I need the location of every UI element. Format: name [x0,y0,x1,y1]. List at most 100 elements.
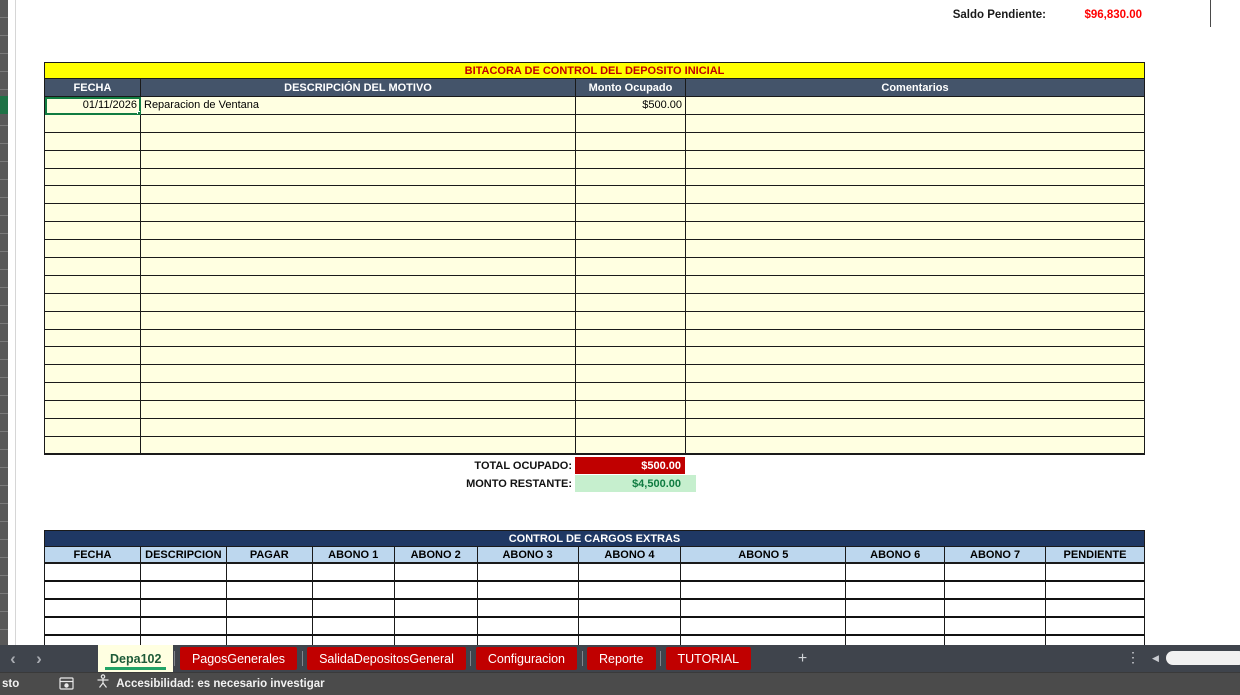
cargos-cell[interactable] [945,600,1047,618]
bitacora-cell[interactable] [686,275,1145,294]
bitacora-cell[interactable] [576,114,686,133]
cargos-cell[interactable] [846,600,946,618]
bitacora-cell[interactable] [686,258,1145,276]
bitacora-cell[interactable] [576,132,686,151]
bitacora-cell[interactable] [576,168,686,187]
bitacora-column-header[interactable]: FECHA [45,79,141,97]
cargos-cell[interactable] [226,618,313,636]
macro-record-icon[interactable] [59,677,74,691]
bitacora-cell[interactable] [45,168,141,187]
cargos-extras-title[interactable]: CONTROL DE CARGOS EXTRAS [45,530,1145,547]
cargos-cell[interactable] [45,600,141,618]
cargos-cell[interactable] [846,618,946,636]
bitacora-cell[interactable] [686,168,1145,187]
cargos-column-header[interactable]: ABONO 1 [312,547,395,564]
sheet-tab-pagosgenerales[interactable]: PagosGenerales [179,647,298,670]
bitacora-cell[interactable] [576,186,686,205]
cargos-cell[interactable] [140,564,227,582]
bitacora-cell[interactable] [576,401,686,420]
cargos-cell[interactable] [226,582,313,600]
bitacora-cell[interactable] [576,347,686,366]
bitacora-cell[interactable] [576,222,686,241]
bitacora-cell[interactable] [686,401,1145,420]
cargos-cell[interactable] [140,600,227,618]
bitacora-cell[interactable] [576,419,686,437]
bitacora-cell[interactable] [45,436,141,455]
bitacora-cell[interactable] [45,329,141,348]
bitacora-cell[interactable] [45,293,141,312]
bitacora-cell[interactable] [686,365,1145,384]
bitacora-cell[interactable] [576,436,686,455]
bitacora-cell[interactable] [45,186,141,205]
bitacora-cell[interactable]: $500.00 [576,97,686,115]
cargos-cell[interactable] [312,618,395,636]
cargos-column-header[interactable]: ABONO 6 [846,547,946,564]
bitacora-cell[interactable] [45,222,141,241]
bitacora-cell[interactable] [686,150,1145,169]
bitacora-cell[interactable] [45,383,141,402]
bitacora-cell[interactable] [141,204,576,223]
bitacora-cell[interactable] [141,383,576,402]
cargos-cell[interactable] [394,582,478,600]
bitacora-cell[interactable] [686,293,1145,312]
selected-cell[interactable]: 01/11/2026 [45,97,141,115]
bitacora-cell[interactable] [141,311,576,330]
bitacora-cell[interactable] [686,347,1145,366]
bitacora-cell[interactable] [686,204,1145,223]
bitacora-cell[interactable] [686,419,1145,437]
sheet-tab-active[interactable]: Depa102 [98,645,174,672]
cargos-cell[interactable] [681,618,847,636]
cargos-cell[interactable] [681,564,847,582]
bitacora-cell[interactable] [45,401,141,420]
bitacora-column-header[interactable]: Monto Ocupado [576,79,686,97]
bitacora-cell[interactable] [45,132,141,151]
bitacora-cell[interactable] [686,240,1145,259]
total-ocupado-cell[interactable]: $500.00 [575,457,685,474]
bitacora-cell[interactable] [45,275,141,294]
monto-restante-cell[interactable]: $4,500.00 [575,475,685,492]
cargos-cell[interactable] [312,564,395,582]
bitacora-cell[interactable] [141,401,576,420]
bitacora-cell[interactable] [686,186,1145,205]
cargos-cell[interactable] [945,582,1047,600]
bitacora-cell[interactable] [686,132,1145,151]
bitacora-cell[interactable] [141,275,576,294]
bitacora-cell[interactable] [141,365,576,384]
cargos-cell[interactable] [945,618,1047,636]
bitacora-cell[interactable] [141,186,576,205]
cargos-cell[interactable] [1046,564,1145,582]
bitacora-cell[interactable] [686,311,1145,330]
bitacora-cell[interactable]: Reparacion de Ventana [141,97,576,115]
bitacora-cell[interactable] [686,383,1145,402]
bitacora-cell[interactable] [576,275,686,294]
cargos-cell[interactable] [226,600,313,618]
horizontal-scrollbar-thumb[interactable] [1166,651,1240,665]
cargos-cell[interactable] [45,582,141,600]
cargos-cell[interactable] [312,600,395,618]
bitacora-cell[interactable] [45,114,141,133]
bitacora-cell[interactable] [576,150,686,169]
bitacora-cell[interactable] [141,114,576,133]
cargos-column-header[interactable]: ABONO 3 [477,547,579,564]
tabs-scroll-left-icon[interactable]: ‹ [10,648,16,668]
bitacora-cell[interactable] [45,150,141,169]
bitacora-cell[interactable] [45,419,141,437]
sheet-tab-configuracion[interactable]: Configuracion [475,647,578,670]
cargos-cell[interactable] [477,600,579,618]
cargos-column-header[interactable]: ABONO 7 [945,547,1047,564]
cargos-cell[interactable] [226,564,313,582]
bitacora-cell[interactable] [686,97,1145,115]
cargos-cell[interactable] [477,582,579,600]
hscroll-left-arrow-icon[interactable]: ◀ [1152,653,1159,663]
bitacora-cell[interactable] [45,204,141,223]
cargos-cell[interactable] [477,564,579,582]
bitacora-cell[interactable] [141,347,576,366]
bitacora-cell[interactable] [45,311,141,330]
bitacora-cell[interactable] [141,240,576,259]
cargos-column-header[interactable]: ABONO 5 [681,547,847,564]
cargos-cell[interactable] [394,600,478,618]
bitacora-cell[interactable] [576,383,686,402]
cargos-column-header[interactable]: FECHA [45,547,141,564]
bitacora-cell[interactable] [45,258,141,276]
sheet-tab-tutorial[interactable]: TUTORIAL [665,647,752,670]
